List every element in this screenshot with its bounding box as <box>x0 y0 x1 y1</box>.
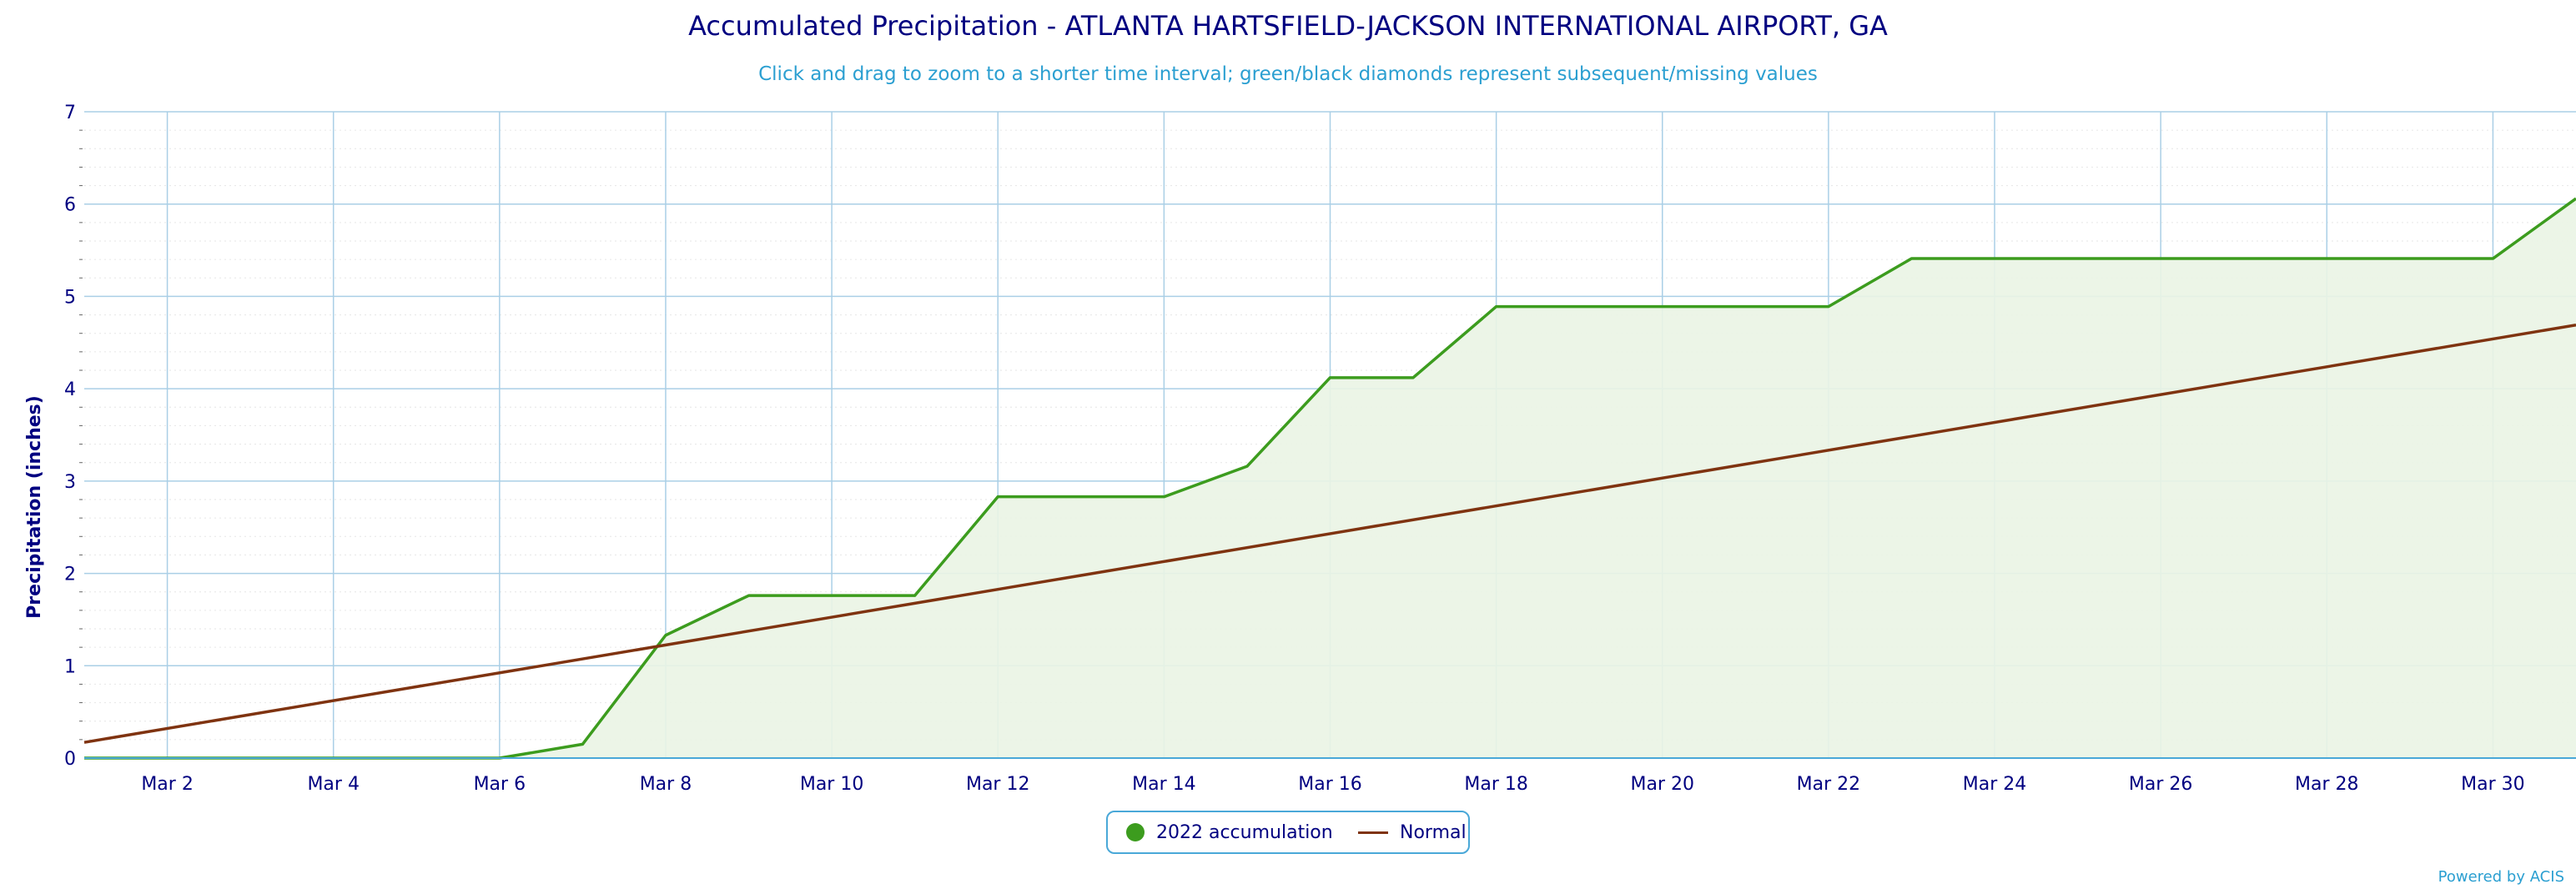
chart-title: Accumulated Precipitation - ATLANTA HART… <box>688 10 1888 42</box>
legend-marker-normal <box>1358 831 1388 834</box>
x-tick-label: Mar 6 <box>474 774 526 795</box>
y-tick-label: 5 <box>64 287 76 308</box>
y-tick-label: 1 <box>64 656 76 677</box>
x-tick-label: Mar 22 <box>1797 774 1861 795</box>
x-tick-label: Mar 16 <box>1298 774 1362 795</box>
legend-marker-accumulation <box>1126 823 1145 841</box>
x-tick-label: Mar 24 <box>1963 774 2027 795</box>
x-tick-label: Mar 12 <box>966 774 1030 795</box>
x-tick-label: Mar 20 <box>1631 774 1695 795</box>
legend-item-accumulation[interactable]: 2022 accumulation <box>1126 812 1333 852</box>
y-tick-label: 7 <box>64 103 76 123</box>
legend-item-normal[interactable]: Normal <box>1358 812 1467 852</box>
legend-label-accumulation: 2022 accumulation <box>1156 821 1333 843</box>
x-tick-label: Mar 30 <box>2461 774 2525 795</box>
legend-label-normal: Normal <box>1400 821 1467 843</box>
x-tick-label: Mar 14 <box>1132 774 1196 795</box>
x-tick-label: Mar 2 <box>141 774 194 795</box>
normal-line <box>83 324 2576 744</box>
x-tick-label: Mar 26 <box>2129 774 2193 795</box>
y-tick-label: 4 <box>64 379 76 400</box>
y-axis-label: Precipitation (inches) <box>24 395 45 619</box>
x-tick-label: Mar 10 <box>800 774 864 795</box>
powered-by-credit[interactable]: Powered by ACIS <box>2438 868 2564 886</box>
x-tick-label: Mar 18 <box>1464 774 1528 795</box>
chart-subtitle: Click and drag to zoom to a shorter time… <box>758 63 1818 85</box>
axes: 0 1 2 3 4 5 6 7 Mar 2 Mar 4 Mar 6 Mar 8 Mar 10 Mar 12… <box>64 103 2576 795</box>
y-tick-label: 6 <box>64 195 76 216</box>
x-tick-label: Mar 28 <box>2295 774 2359 795</box>
x-tick-label: Mar 8 <box>640 774 692 795</box>
legend: 2022 accumulation Normal <box>1106 811 1470 854</box>
y-tick-label: 2 <box>64 565 76 585</box>
y-tick-label: 0 <box>64 749 76 770</box>
x-tick-label: Mar 4 <box>307 774 360 795</box>
accumulation-area <box>84 198 2576 759</box>
y-tick-label: 3 <box>64 472 76 493</box>
